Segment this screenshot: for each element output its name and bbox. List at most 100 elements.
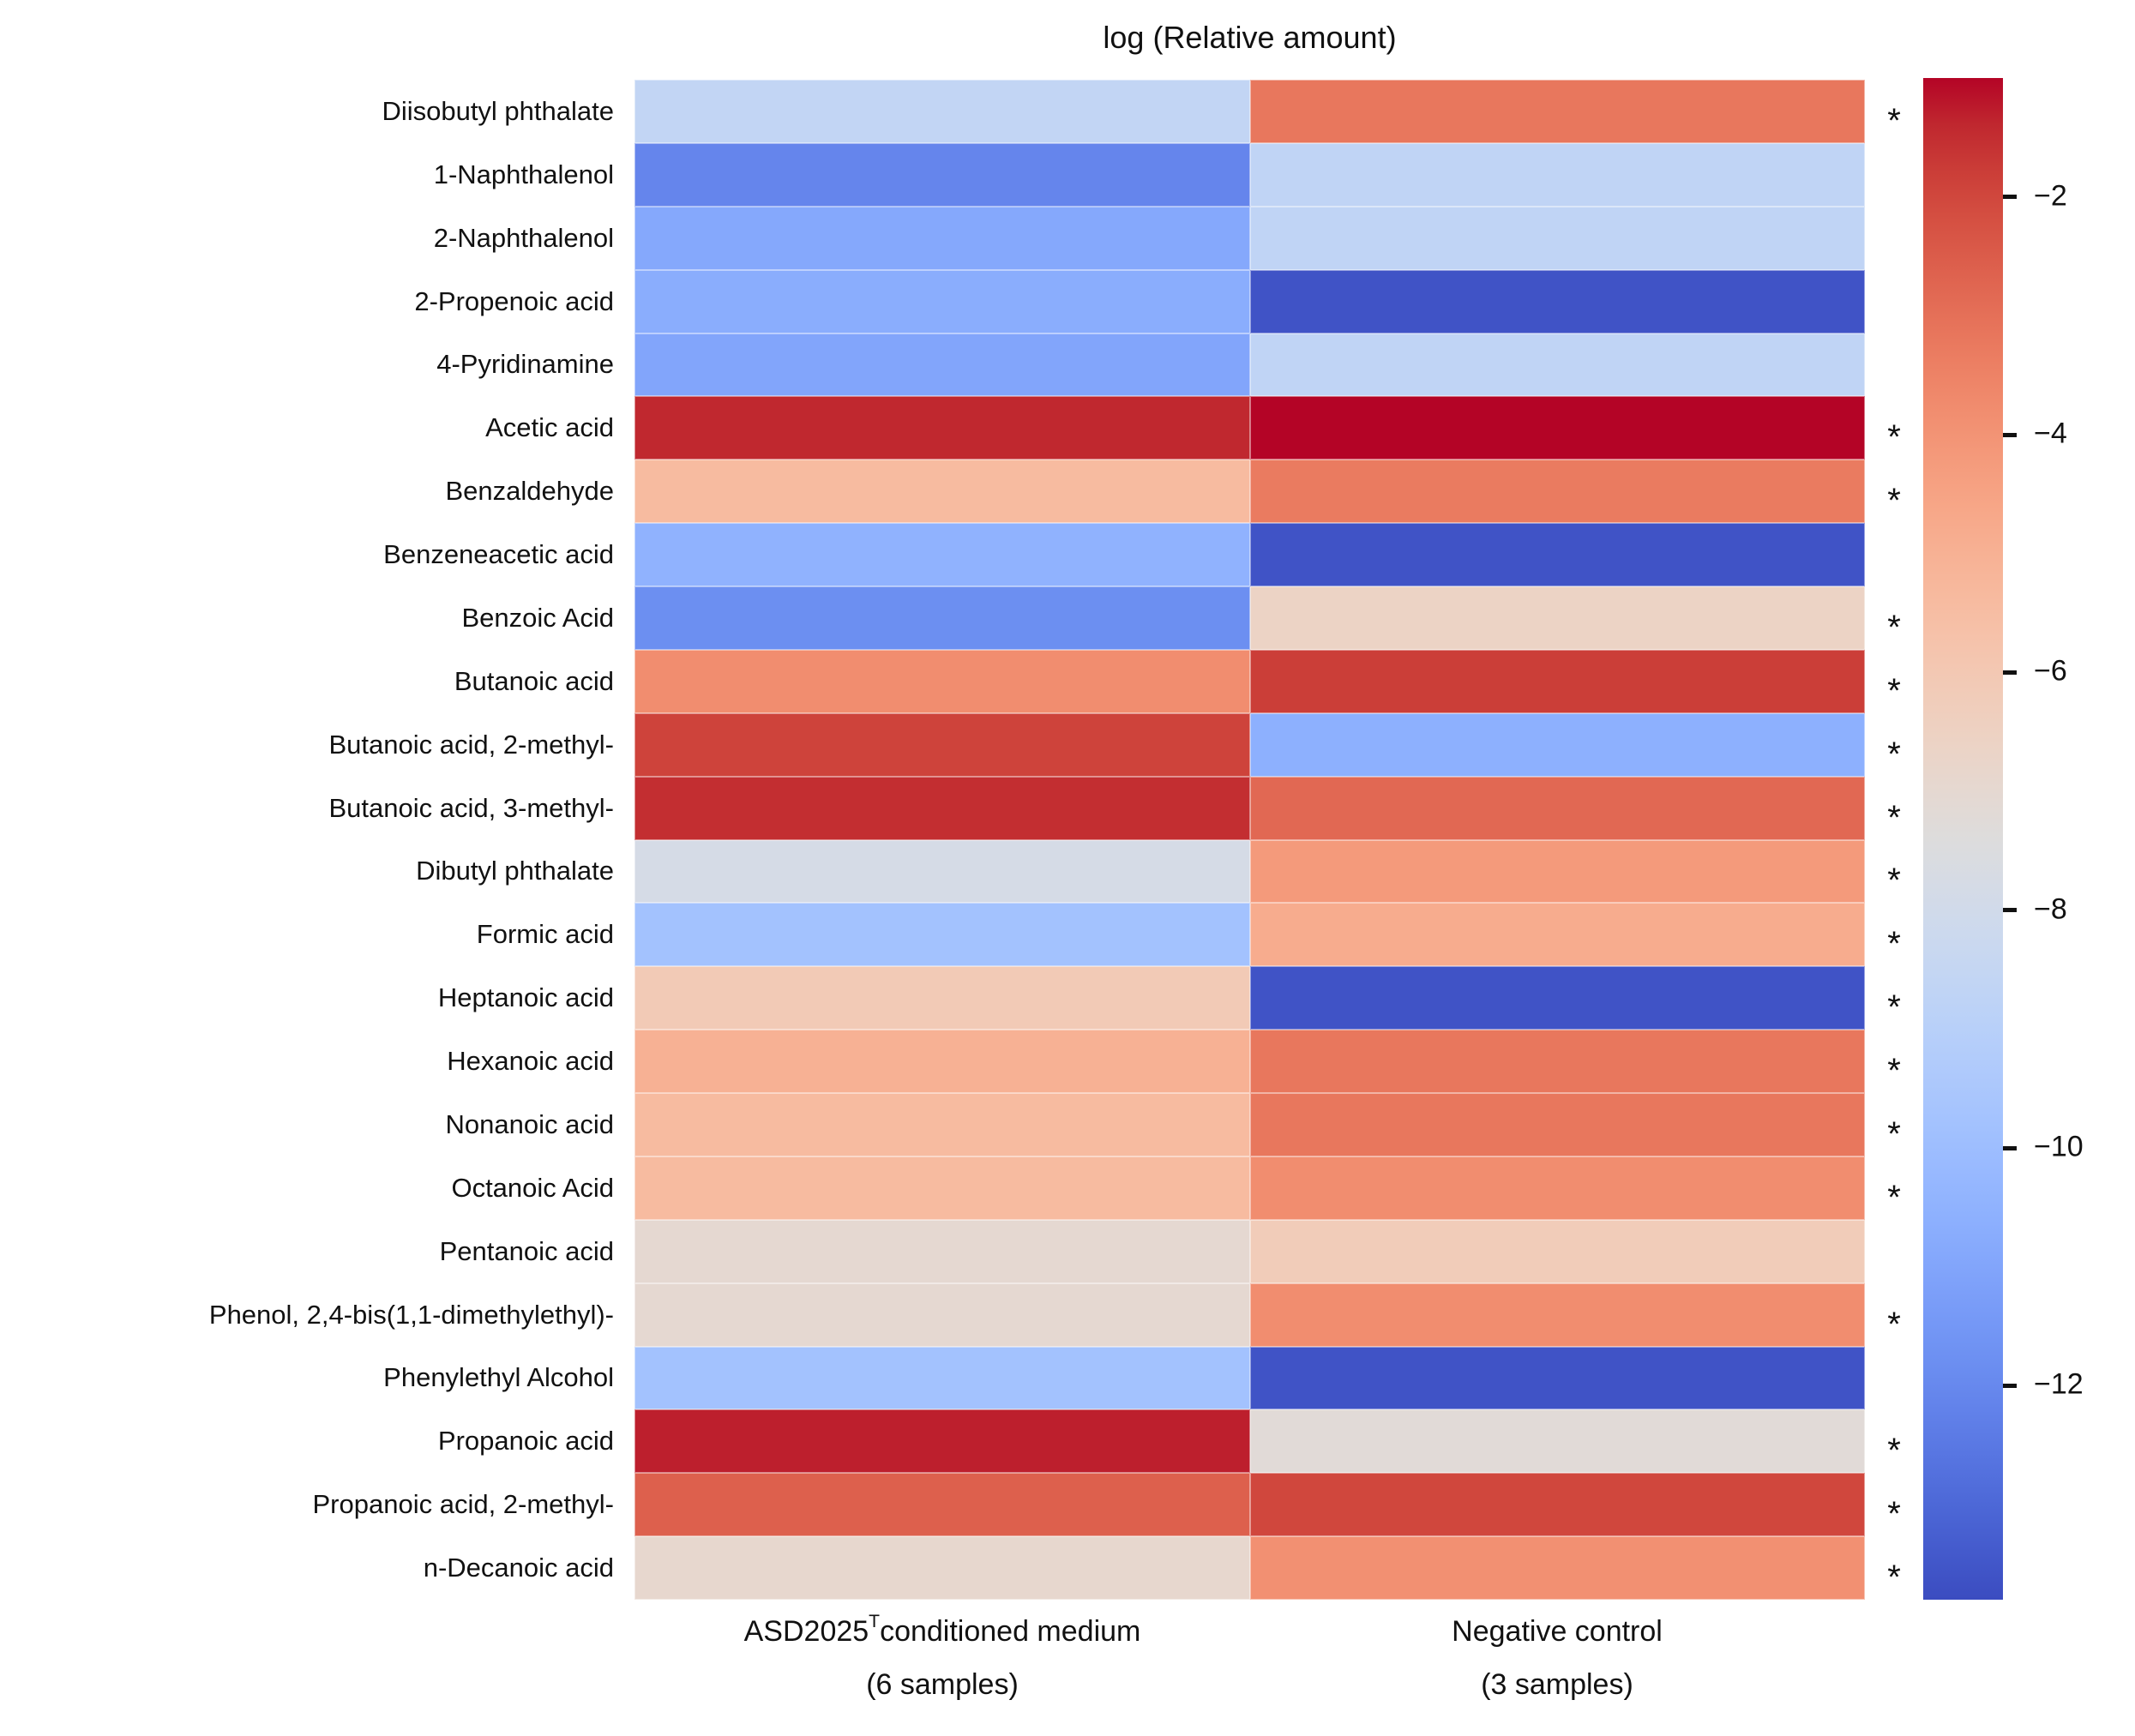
significance-asterisk: * [1887,418,1901,457]
significance-asterisk: * [1887,988,1901,1027]
heatmap-cell [634,206,1250,270]
row-label: 1-Naphthalenol [433,159,614,189]
colorbar-tick-mark [2003,1145,2017,1150]
row-label: Formic acid [476,919,614,950]
colorbar-tick-mark [2003,1383,2017,1388]
heatmap-cell [1249,1473,1865,1537]
heatmap-row [634,1030,1865,1093]
x-axis-label-group1-samples: (6 samples) [634,1658,1250,1711]
heatmap-cell [1249,1219,1865,1283]
group1-name-prefix: ASD2025 [743,1614,869,1648]
row-label: Propanoic acid [437,1426,614,1457]
heatmap-cell [1249,1156,1865,1220]
row-label: n-Decanoic acid [423,1553,614,1583]
colorbar-tick-label: −12 [2034,1368,2084,1402]
heatmap-cell [1249,396,1865,460]
row-label: Benzeneacetic acid [383,539,614,570]
heatmap-cell [634,839,1250,904]
colorbar-tick-mark [2003,670,2017,675]
heatmap-cell [1249,903,1865,967]
colorbar-tick-label: −10 [2034,1130,2084,1163]
heatmap-cell [1249,142,1865,207]
heatmap-row [634,206,1865,270]
heatmap-cell [1249,460,1865,524]
heatmap-cell [1249,1346,1865,1410]
row-label: Butanoic acid, 2-methyl- [328,729,614,760]
row-label: Phenylethyl Alcohol [383,1362,614,1393]
row-label: Benzaldehyde [445,476,615,507]
heatmap-row [634,1156,1865,1220]
heatmap-cell [634,1093,1250,1156]
significance-asterisk: * [1887,482,1901,520]
group2-samples-text: (3 samples) [1481,1667,1633,1701]
colorbar [1923,78,2003,1600]
row-label: Propanoic acid, 2-methyl- [312,1489,615,1520]
heatmap-cell [1249,333,1865,397]
colorbar-tick-mark [2003,908,2017,913]
heatmap-row [634,903,1865,967]
heatmap-cell [634,1219,1250,1283]
heatmap-row [634,269,1865,333]
group2-name-prefix: Negative control [1452,1614,1663,1648]
heatmap-cell [1249,1093,1865,1156]
heatmap-row [634,1409,1865,1474]
heatmap-cell [634,712,1250,777]
heatmap-row [634,333,1865,397]
heatmap-cell [634,80,1250,143]
significance-asterisk: * [1887,671,1901,710]
heatmap-cell [634,903,1250,967]
x-axis-label-group1: ASD2025 T conditioned medium (6 samples) [634,1605,1250,1711]
colorbar-tick-label: −4 [2034,417,2067,450]
y-axis-row-labels: Diisobutyl phthalate 1-Naphthalenol 2-Naph… [0,80,624,1600]
x-axis-label-group2: Negative control (3 samples) [1249,1605,1865,1711]
heatmap-cell [634,523,1250,586]
heatmap-cell [1249,1282,1865,1347]
row-label: 2-Propenoic acid [414,285,614,316]
heatmap-cell [634,1473,1250,1537]
heatmap-cell [634,1156,1250,1220]
heatmap-row [634,460,1865,524]
significance-asterisk: * [1887,735,1901,773]
row-label: Heptanoic acid [437,982,614,1013]
heatmap-cell [634,269,1250,333]
group1-name-suffix: conditioned medium [880,1614,1141,1648]
heatmap-row [634,712,1865,777]
heatmap-row [634,142,1865,207]
heatmap-cell [1249,1409,1865,1474]
heatmap-row [634,966,1865,1030]
significance-asterisk: * [1887,798,1901,837]
heatmap-cell [634,1536,1250,1600]
colorbar-tick-mark [2003,432,2017,437]
significance-asterisk: * [1887,1495,1901,1534]
heatmap-cell [1249,269,1865,333]
heatmap-row [634,1093,1865,1156]
heatmap [634,80,1865,1600]
heatmap-cell [634,776,1250,840]
heatmap-cell [1249,523,1865,586]
heatmap-cell [1249,966,1865,1030]
significance-asterisk: * [1887,1051,1901,1090]
x-axis-label-group2-samples: (3 samples) [1249,1658,1865,1711]
group1-samples-text: (6 samples) [866,1667,1019,1701]
significance-asterisk: * [1887,1114,1901,1153]
significance-asterisk: * [1887,1305,1901,1343]
significance-asterisk: * [1887,1432,1901,1470]
heatmap-cell [634,1030,1250,1093]
row-label: Nonanoic acid [445,1108,614,1139]
significance-asterisk: * [1887,1558,1901,1596]
heatmap-row [634,1346,1865,1410]
significance-asterisk: * [1887,862,1901,900]
significance-asterisk: * [1887,925,1901,964]
heatmap-row [634,80,1865,143]
heatmap-cell [1249,1536,1865,1600]
colorbar-tick-label: −2 [2034,179,2067,213]
heatmap-row [634,1536,1865,1600]
significance-asterisk: * [1887,1178,1901,1216]
row-label: Pentanoic acid [439,1235,614,1266]
x-axis-label-group2-name: Negative control [1249,1605,1865,1658]
heatmap-row [634,649,1865,713]
heatmap-cell [634,966,1250,1030]
heatmap-row [634,396,1865,460]
significance-asterisk: * [1887,101,1901,140]
